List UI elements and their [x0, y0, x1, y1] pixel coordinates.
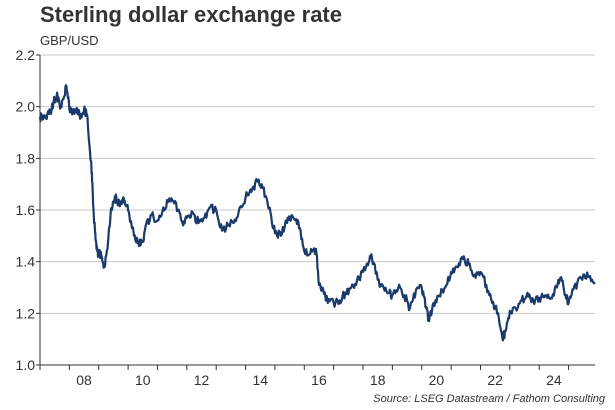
series-line	[38, 84, 596, 342]
y-tick-label: 2.0	[16, 99, 36, 115]
y-tick-label: 1.0	[16, 357, 36, 373]
x-tick-label: 20	[429, 372, 445, 388]
x-tick-label: 16	[311, 372, 327, 388]
y-tick-label: 1.2	[16, 305, 36, 321]
chart-title: Sterling dollar exchange rate	[40, 2, 342, 27]
x-tick-label: 24	[546, 372, 562, 388]
source-note: Source: LSEG Datastream / Fathom Consult…	[373, 393, 605, 405]
x-tick-label: 22	[487, 372, 503, 388]
unit-label: GBP/USD	[40, 33, 99, 48]
y-tick-label: 1.6	[16, 202, 36, 218]
axes	[36, 54, 595, 370]
x-tick-label: 18	[370, 372, 386, 388]
y-axis-ticks: 1.0 1.2 1.4 1.6 1.8 2.0 2.2	[16, 47, 36, 373]
series-layer	[38, 84, 596, 342]
y-tick-label: 1.4	[16, 254, 36, 270]
y-tick-label: 2.2	[16, 47, 36, 63]
x-tick-label: 14	[252, 372, 268, 388]
x-tick-label: 10	[135, 372, 151, 388]
x-tick-label: 12	[194, 372, 210, 388]
y-tick-label: 1.8	[16, 150, 36, 166]
x-tick-label: 08	[76, 372, 92, 388]
x-axis-ticks: 08 10 12 14 16 18 20 22 24	[76, 372, 562, 388]
